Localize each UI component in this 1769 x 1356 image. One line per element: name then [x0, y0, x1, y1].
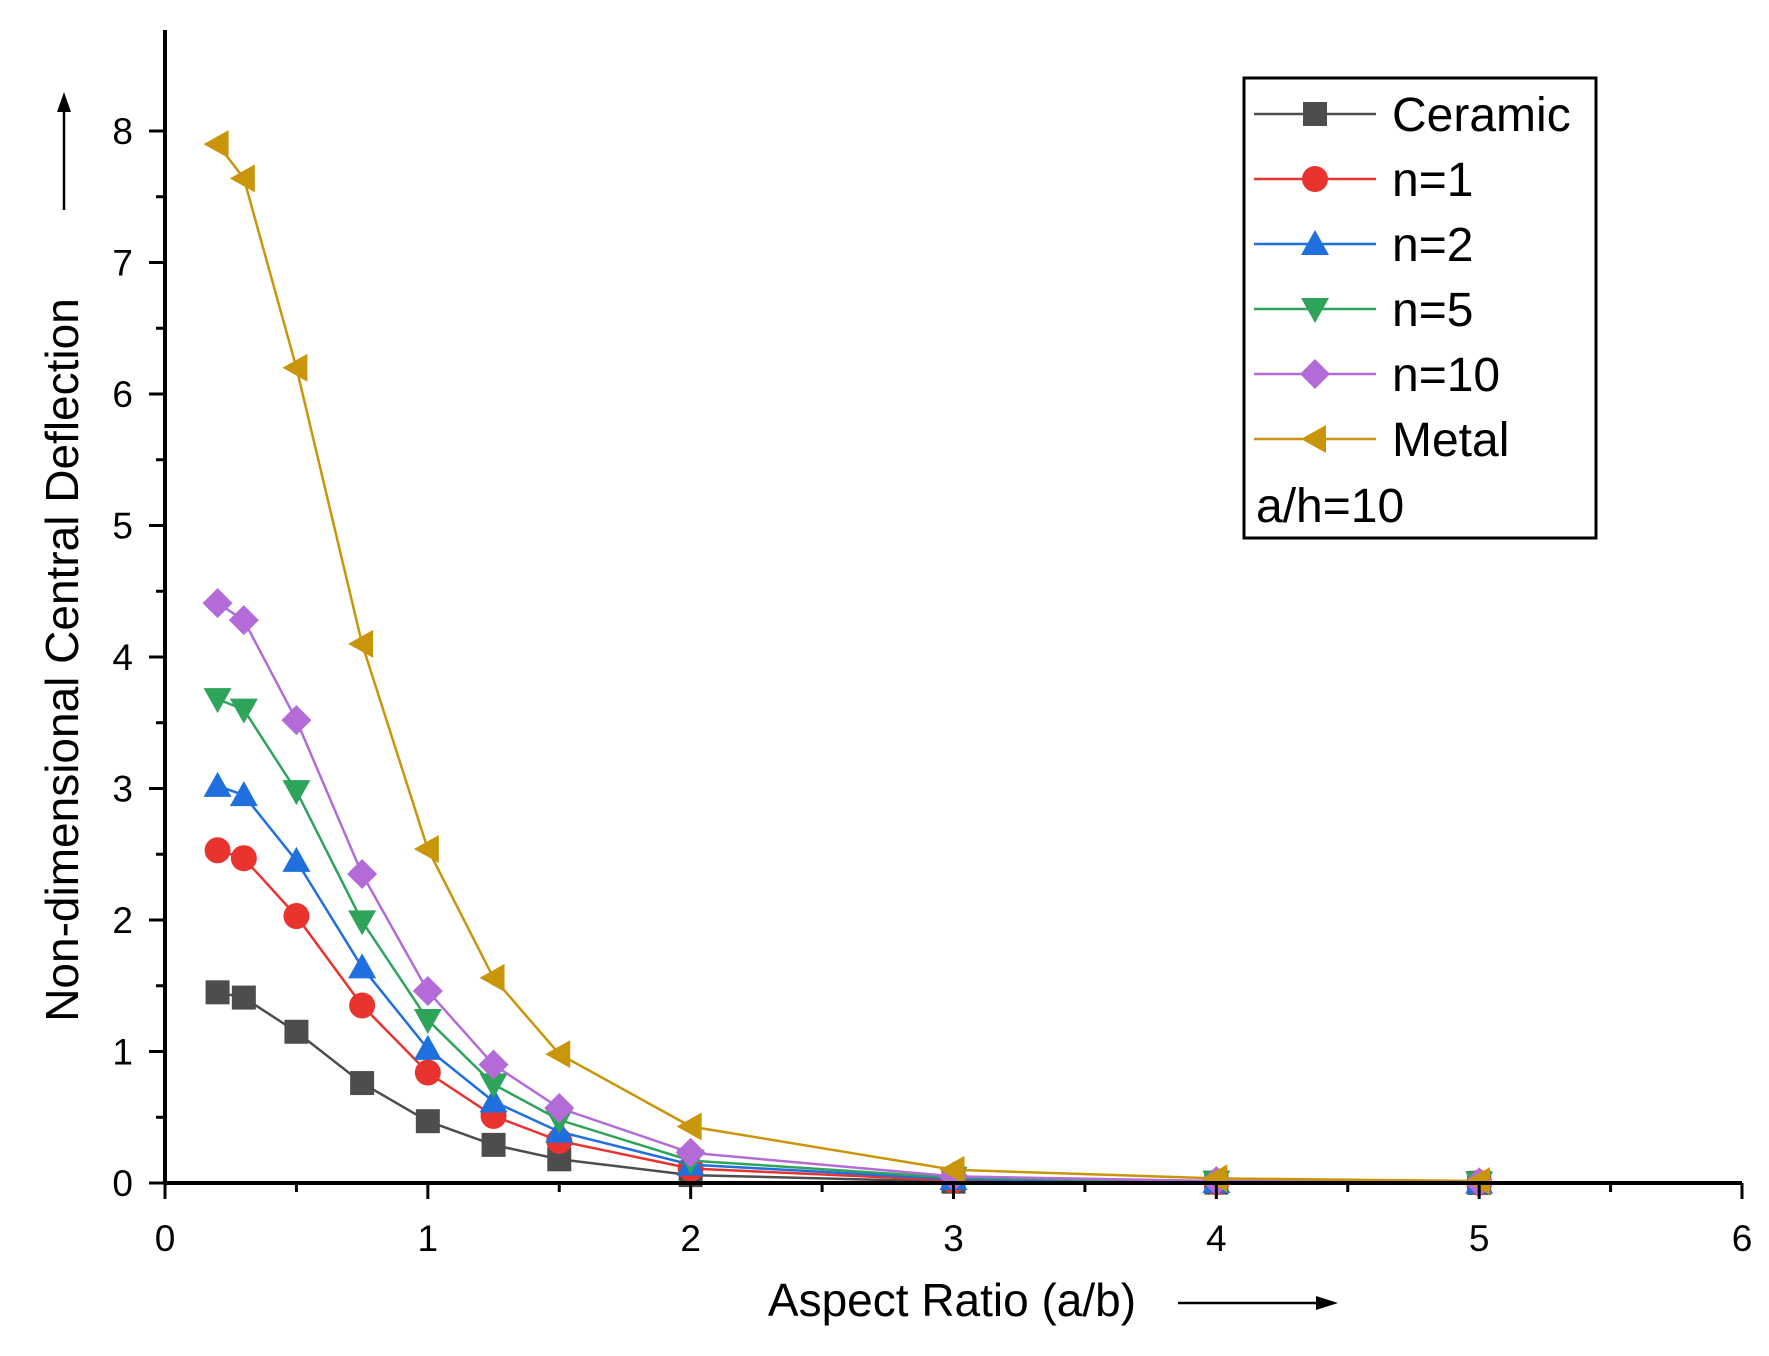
data-point: [284, 1019, 309, 1044]
data-point: [348, 910, 377, 936]
data-point: [479, 963, 505, 992]
data-point: [230, 845, 257, 872]
data-point: [282, 780, 311, 806]
data-point: [350, 1071, 375, 1096]
y-tick-label: 6: [112, 374, 133, 415]
data-point: [348, 953, 377, 979]
legend-marker: [1302, 166, 1328, 192]
y-tick-label: 2: [112, 900, 133, 941]
x-tick-label: 2: [680, 1218, 701, 1259]
data-point: [479, 1073, 508, 1099]
legend-item: Metal: [1254, 414, 1509, 467]
data-point: [413, 1034, 442, 1060]
data-point: [675, 1137, 706, 1168]
x-tick-label: 4: [1206, 1218, 1227, 1259]
data-point: [203, 130, 229, 159]
data-point: [479, 1087, 508, 1113]
series-line: [217, 784, 1480, 1184]
legend-marker: [1301, 425, 1326, 453]
x-tick-label: 1: [418, 1218, 439, 1259]
y-tick-label: 1: [112, 1032, 133, 1073]
data-point: [414, 1059, 441, 1086]
legend-item: n=2: [1254, 219, 1473, 272]
x-tick-label: 0: [155, 1218, 176, 1259]
data-point: [347, 858, 378, 889]
data-point: [229, 164, 255, 193]
series-n-2: [203, 771, 1494, 1194]
legend-label: n=1: [1392, 154, 1473, 207]
legend-marker: [1301, 230, 1329, 255]
legend-items: Ceramic n=1 n=2 n=5 n=10 Metal: [1254, 89, 1571, 467]
series-n-1: [204, 837, 1493, 1196]
data-point: [481, 1132, 506, 1157]
data-point: [349, 992, 376, 1019]
data-point: [203, 771, 232, 797]
y-tick-label: 5: [112, 506, 133, 547]
data-point: [281, 705, 312, 736]
data-point: [228, 605, 259, 636]
y-axis-title: Non-dimensional Central Deflection: [36, 298, 88, 1022]
legend-item: n=5: [1254, 284, 1473, 337]
axes: 0 1 2 3 4 5 6 0 1 2 3 4 5 6 7 8: [112, 30, 1752, 1259]
legend-marker: [1300, 359, 1330, 389]
legend-item: n=10: [1254, 349, 1500, 402]
legend-label: n=10: [1392, 349, 1500, 402]
data-point: [545, 1040, 571, 1069]
legend-label: n=5: [1392, 284, 1473, 337]
legend-marker: [1301, 298, 1329, 323]
x-tick-label: 5: [1469, 1218, 1490, 1259]
data-point: [478, 1049, 509, 1080]
data-point: [348, 629, 374, 658]
data-point: [676, 1112, 702, 1141]
legend-annotation: a/h=10: [1256, 480, 1404, 533]
series-line: [217, 849, 1480, 1184]
data-point: [939, 1155, 965, 1184]
data-point: [415, 1109, 440, 1134]
data-point: [413, 834, 439, 863]
y-axis-arrow: [57, 92, 71, 210]
data-point: [413, 1008, 442, 1034]
data-point: [203, 688, 232, 714]
data-point: [412, 976, 443, 1007]
legend-label: n=2: [1392, 219, 1473, 272]
legend-label: Metal: [1392, 414, 1509, 467]
data-point: [229, 781, 258, 807]
y-tick-label: 8: [112, 111, 133, 152]
data-point: [283, 903, 310, 930]
x-axis-title: Aspect Ratio (a/b): [768, 1274, 1136, 1326]
x-tick-label: 3: [943, 1218, 964, 1259]
series-n-5: [203, 688, 1494, 1197]
y-tick-label: 7: [112, 243, 133, 284]
legend-label: Ceramic: [1392, 89, 1571, 142]
legend-marker: [1303, 102, 1327, 126]
x-axis-arrow: [1178, 1296, 1338, 1310]
data-point: [204, 837, 231, 864]
data-point: [282, 353, 308, 382]
data-point: [202, 588, 233, 619]
y-tick-label: 4: [112, 637, 133, 678]
legend-item: n=1: [1254, 154, 1473, 207]
data-point: [229, 698, 258, 724]
series-metal: [203, 130, 1491, 1196]
legend-item: Ceramic: [1254, 89, 1571, 142]
x-tick-label: 6: [1732, 1218, 1753, 1259]
series-n-10: [202, 588, 1495, 1198]
data-point: [1202, 1164, 1228, 1193]
y-tick-label: 0: [112, 1163, 133, 1204]
data-point: [205, 980, 230, 1005]
y-tick-label: 3: [112, 769, 133, 810]
series-line: [216, 602, 1480, 1184]
data-point: [282, 846, 311, 872]
data-point: [544, 1093, 575, 1124]
data-point: [231, 985, 256, 1010]
legend: Ceramic n=1 n=2 n=5 n=10 Metal a/h=10: [1242, 76, 1598, 540]
